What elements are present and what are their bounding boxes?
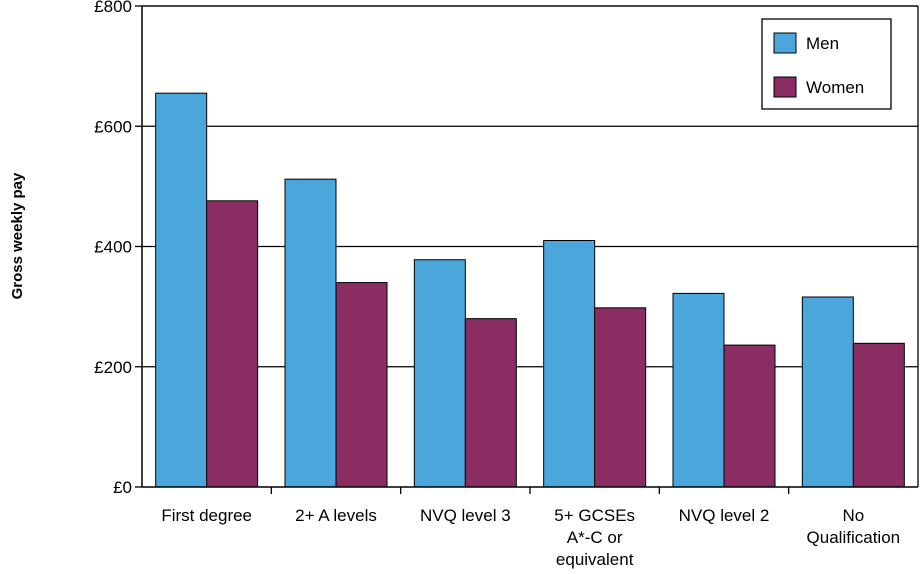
bar-men: [801, 296, 854, 488]
bar-women: [852, 342, 905, 488]
legend-label-women: Women: [806, 78, 864, 97]
bar-women: [335, 282, 388, 488]
y-axis-label: Gross weekly pay: [9, 172, 26, 299]
bar-men: [413, 259, 466, 488]
x-tick-label: 2+ A levels: [295, 506, 377, 525]
legend-swatch-men: [773, 32, 797, 54]
y-tick-label: £200: [94, 358, 132, 377]
legend: Men Women: [761, 18, 892, 110]
legend-swatch-women: [773, 76, 797, 98]
bar-men: [284, 178, 337, 488]
x-tick-label: Qualification: [807, 528, 901, 547]
bar-women: [464, 318, 517, 488]
x-categories: First degree 2+ A levels NVQ level 3 5+ GCS…: [161, 487, 900, 569]
y-tick-label: £0: [113, 478, 132, 497]
legend-label-men: Men: [806, 34, 839, 53]
y-ticks: £0 £200 £400 £600 £800: [94, 0, 142, 497]
x-tick-label: NVQ level 3: [420, 506, 511, 525]
bar-men: [543, 239, 596, 488]
y-tick-label: £800: [94, 0, 132, 16]
x-tick-label: A*-C or: [567, 528, 623, 547]
x-tick-label: No: [842, 506, 864, 525]
x-tick-label: NVQ level 2: [679, 506, 770, 525]
bar-women: [206, 200, 259, 488]
x-tick-label: First degree: [161, 506, 252, 525]
bar-men: [155, 92, 208, 488]
bars: [155, 92, 905, 488]
bar-women: [594, 307, 647, 488]
y-tick-label: £400: [94, 238, 132, 257]
bar-men: [672, 292, 725, 488]
x-tick-label: equivalent: [556, 550, 634, 569]
bar-women: [723, 344, 776, 488]
y-tick-label: £600: [94, 117, 132, 136]
x-tick-label: 5+ GCSEs: [554, 506, 635, 525]
